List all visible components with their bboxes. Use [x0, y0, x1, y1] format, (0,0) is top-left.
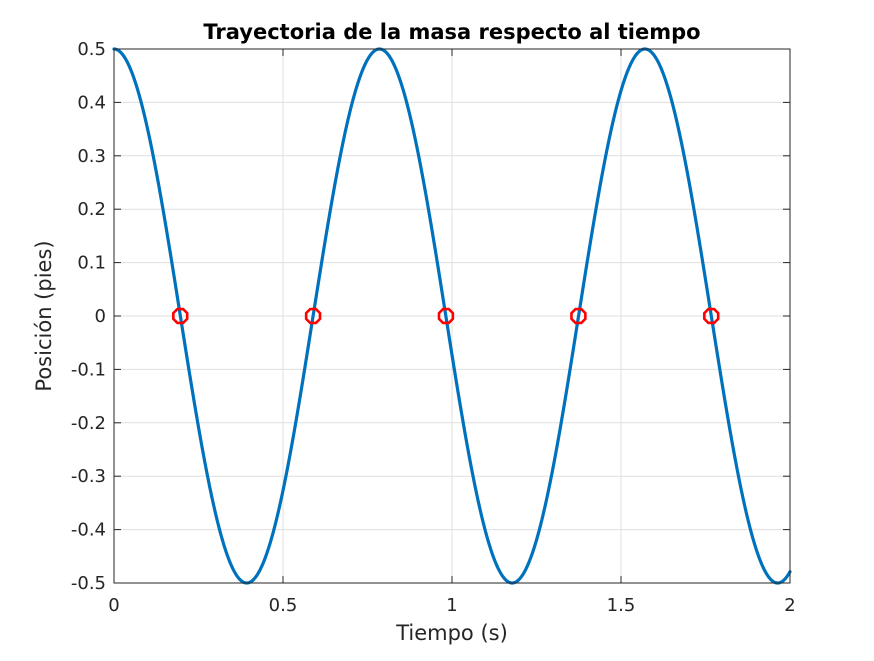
- y-tick-label: 0.2: [77, 199, 106, 220]
- y-tick-label: 0: [95, 306, 106, 327]
- zero-crossing-marker: [437, 307, 455, 325]
- x-tick-label: 0.5: [269, 595, 298, 616]
- x-tick-label: 2: [784, 595, 795, 616]
- y-tick-label: -0.3: [71, 466, 106, 487]
- tick-labels: 0 0.5 1 1.5 2 0.5 0.4 0.3 0.2 0.1 0 -0.1 -0.2 -0.3 -0.…: [71, 39, 796, 616]
- zero-crossing-marker: [703, 307, 720, 325]
- zero-crossing-marker: [304, 307, 322, 325]
- series-line: [112, 47, 792, 585]
- y-tick-label: -0.5: [71, 573, 106, 594]
- y-tick-label: -0.2: [71, 413, 106, 434]
- x-tick-label: 0: [108, 595, 119, 616]
- zero-crossing-marker: [172, 307, 189, 325]
- series-layer: [112, 47, 792, 585]
- x-axis-label: Tiempo (s): [395, 621, 508, 645]
- zero-crossing-marker: [570, 307, 587, 325]
- y-tick-label: 0.1: [77, 253, 106, 274]
- chart-title: Trayectoria de la masa respecto al tiemp…: [203, 20, 700, 44]
- x-tick-label: 1.5: [607, 595, 636, 616]
- y-tick-label: 0.5: [77, 39, 106, 60]
- y-axis-label: Posición (pies): [32, 240, 56, 391]
- x-tick-label: 1: [446, 595, 457, 616]
- y-tick-label: 0.4: [77, 92, 106, 113]
- y-tick-label: -0.4: [71, 520, 106, 541]
- y-tick-label: 0.3: [77, 146, 106, 167]
- axes: [113, 48, 791, 584]
- marker-layer: [172, 307, 720, 325]
- y-tick-label: -0.1: [71, 359, 106, 380]
